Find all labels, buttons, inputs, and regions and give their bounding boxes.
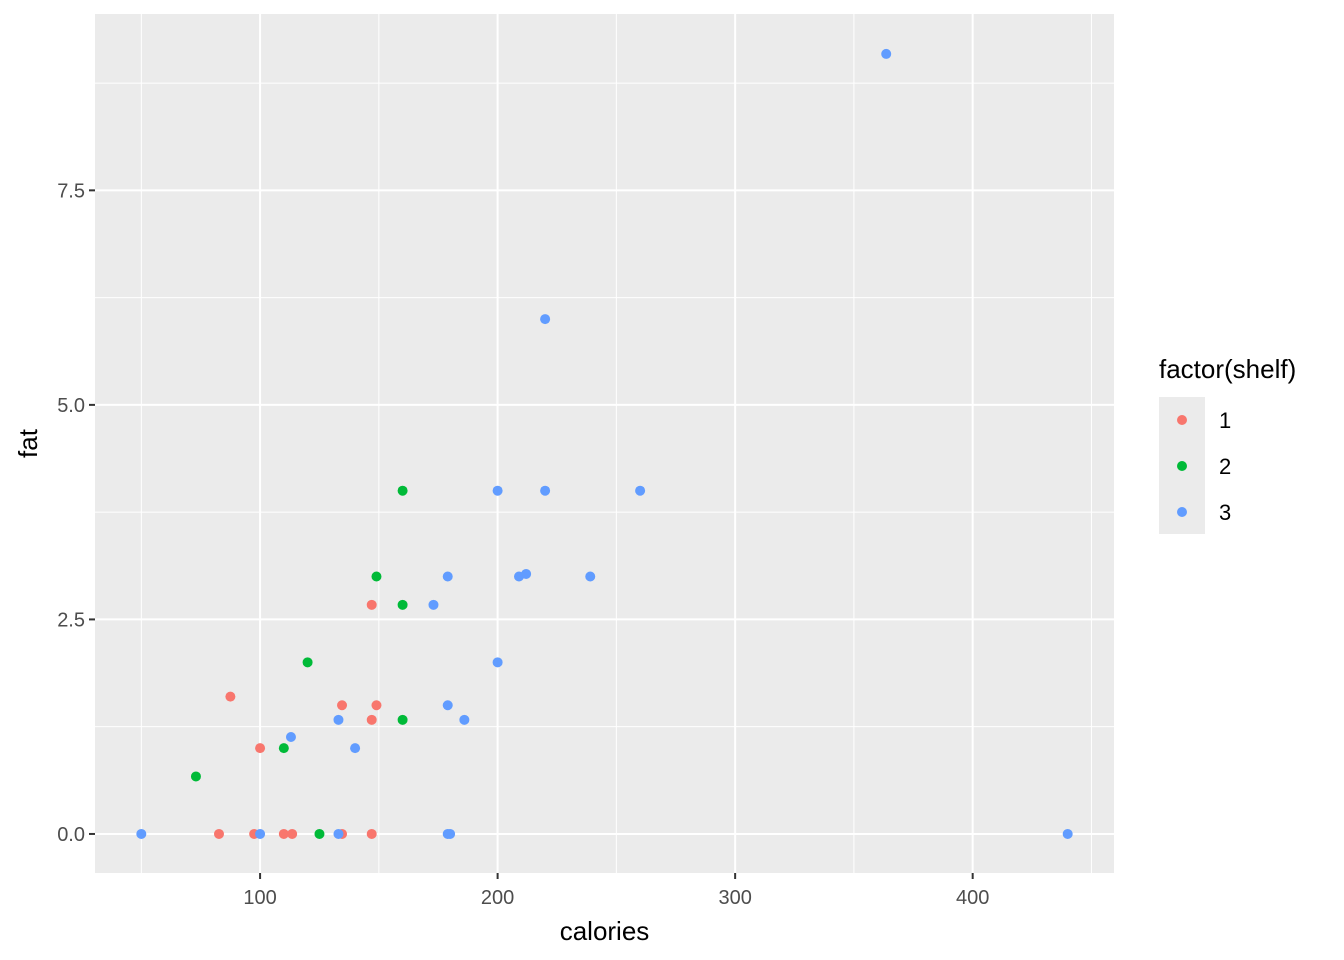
x-tick-label: 200 [481,887,514,909]
data-point-shelf-2 [397,714,408,725]
data-point-shelf-2 [371,571,382,582]
data-point-shelf-3 [492,657,503,668]
data-point-shelf-3 [333,714,344,725]
data-point-shelf-2 [397,485,408,496]
data-point-shelf-3 [459,714,470,725]
data-point-shelf-1 [213,828,224,839]
minor-gridlines [95,14,1114,873]
data-point-shelf-1 [371,700,382,711]
x-tick-label: 400 [956,887,989,909]
legend-key-shelf-3 [1177,507,1187,517]
legend-title: factor(shelf) [1159,354,1296,384]
data-point-shelf-3 [285,731,296,742]
data-point-shelf-1 [255,743,266,754]
y-axis-title: fat [13,428,43,458]
data-point-shelf-3 [540,485,551,496]
legend-keys: 1 2 3 [1159,397,1231,534]
data-point-shelf-1 [366,599,377,610]
data-point-shelf-1 [278,828,289,839]
data-point-shelf-3 [442,571,453,582]
x-axis-title: calories [560,916,650,946]
data-point-shelf-3 [350,743,361,754]
legend-label-shelf-3: 3 [1219,500,1231,525]
data-point-shelf-1 [287,828,298,839]
x-tick-label: 300 [718,887,751,909]
legend-label-shelf-1: 1 [1219,408,1231,433]
data-point-shelf-3 [445,828,456,839]
data-point-shelf-3 [442,700,453,711]
data-point-shelf-3 [428,599,439,610]
y-tick-label: 5.0 [57,395,85,417]
legend-key-shelf-2 [1177,461,1187,471]
plot-panel [95,14,1114,873]
data-point-shelf-1 [337,700,348,711]
data-point-shelf-3 [255,828,266,839]
data-point-shelf-3 [1062,828,1073,839]
data-point-shelf-2 [190,771,201,782]
x-axis-ticks: 100 200 300 400 [243,873,989,909]
data-point-shelf-3 [333,828,344,839]
data-point-shelf-3 [881,48,892,59]
y-axis-ticks: 0.0 2.5 5.0 7.5 [57,180,95,846]
x-tick-label: 100 [243,887,276,909]
y-tick-label: 0.0 [57,824,85,846]
data-point-shelf-2 [302,657,313,668]
data-point-shelf-3 [492,485,503,496]
data-point-shelf-3 [635,485,646,496]
data-point-shelf-2 [397,599,408,610]
data-point-shelf-3 [136,828,147,839]
data-point-shelf-2 [278,743,289,754]
data-points [136,48,1073,839]
data-point-shelf-2 [314,828,325,839]
legend: factor(shelf) 1 2 3 [1159,354,1296,534]
legend-key-shelf-1 [1177,415,1187,425]
data-point-shelf-1 [366,828,377,839]
data-point-shelf-3 [521,568,532,579]
data-point-shelf-1 [366,714,377,725]
legend-label-shelf-2: 2 [1219,454,1231,479]
y-tick-label: 7.5 [57,180,85,202]
data-point-shelf-3 [540,314,551,325]
data-point-shelf-1 [225,691,236,702]
y-tick-label: 2.5 [57,609,85,631]
data-point-shelf-3 [585,571,596,582]
